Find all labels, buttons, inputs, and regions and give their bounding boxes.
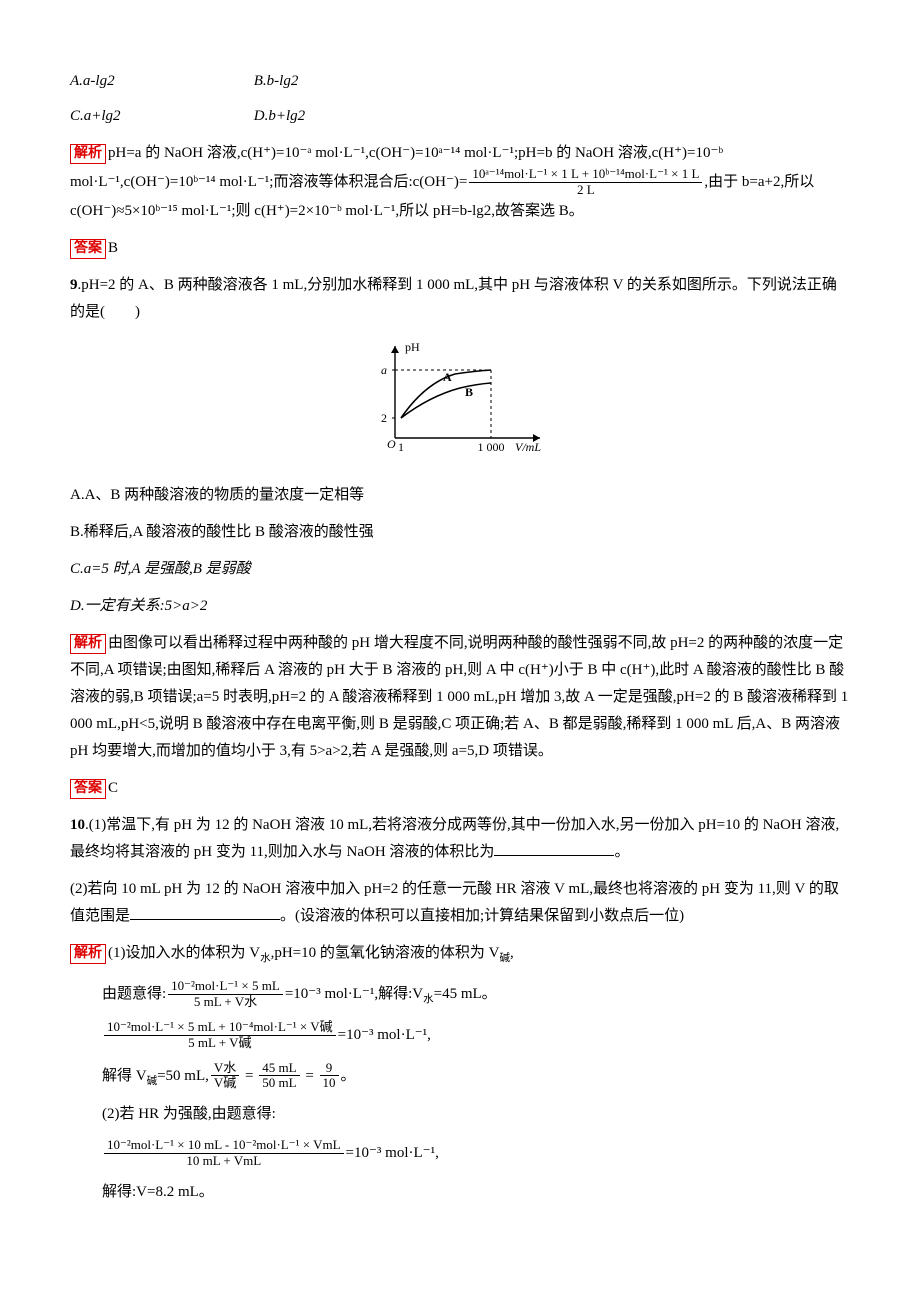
- q9-optB: B.稀释后,A 酸溶液的酸性比 B 酸溶液的酸性强: [70, 519, 850, 546]
- jiexi-tag: 解析: [70, 144, 106, 164]
- q9-chart-svg: 2 a 1 1 000 O pH V/mL A B: [365, 338, 555, 458]
- q8-optC: C.a+lg2: [70, 103, 250, 130]
- xtick-1000: 1 000: [478, 440, 505, 454]
- q9-answer-value: C: [108, 780, 118, 796]
- q8-options-row1: A.a-lg2 B.b-lg2: [70, 68, 850, 95]
- q8-optA: A.a-lg2: [70, 68, 250, 95]
- q8-answer-value: B: [108, 240, 118, 256]
- origin-label: O: [387, 437, 396, 451]
- q10-frac3c: 910: [320, 1061, 339, 1092]
- q10-analysis-intro: 解析(1)设加入水的体积为 V水,pH=10 的氢氧化钠溶液的体积为 V碱,: [70, 940, 850, 969]
- q9-optA: A.A、B 两种酸溶液的物质的量浓度一定相等: [70, 482, 850, 509]
- q10-line6: 解得:V=8.2 mL。: [102, 1179, 850, 1206]
- curve-B-label: B: [465, 385, 473, 399]
- q10-part1-text: .(1)常温下,有 pH 为 12 的 NaOH 溶液 10 mL,若将溶液分成…: [70, 817, 839, 860]
- q10-frac5: 10⁻²mol·L⁻¹ × 10 mL - 10⁻²mol·L⁻¹ × VmL1…: [104, 1138, 344, 1169]
- q9-stem: 9.pH=2 的 A、B 两种酸溶液各 1 mL,分别加水稀释到 1 000 m…: [70, 272, 850, 326]
- q8-analysis: 解析pH=a 的 NaOH 溶液,c(H⁺)=10⁻ᵃ mol·L⁻¹,c(OH…: [70, 140, 850, 225]
- q10-blank2: [130, 904, 280, 920]
- q9-answer: 答案C: [70, 775, 850, 802]
- q10-number: 10: [70, 817, 85, 833]
- q9-number: 9: [70, 277, 78, 293]
- q10-line2: 10⁻²mol·L⁻¹ × 5 mL + 10⁻⁴mol·L⁻¹ × V碱5 m…: [102, 1020, 850, 1051]
- q8-answer: 答案B: [70, 235, 850, 262]
- q10-frac3a: V水V碱: [211, 1061, 239, 1092]
- curve-A-label: A: [443, 370, 452, 384]
- daan-tag: 答案: [70, 779, 106, 799]
- q10-line3: 解得 V碱=50 mL,V水V碱 = 45 mL50 mL = 910。: [102, 1061, 850, 1092]
- q10-frac3b: 45 mL50 mL: [259, 1061, 299, 1092]
- daan-tag: 答案: [70, 239, 106, 259]
- q10-line1: 由题意得:10⁻²mol·L⁻¹ × 5 mL5 mL + V水=10⁻³ mo…: [102, 979, 850, 1010]
- y-axis-label: pH: [405, 340, 420, 354]
- q9-analysis-text: 由图像可以看出稀释过程中两种酸的 pH 增大程度不同,说明两种酸的酸性强弱不同,…: [70, 635, 848, 759]
- q9-optC: C.a=5 时,A 是强酸,B 是弱酸: [70, 556, 850, 583]
- q9-analysis: 解析由图像可以看出稀释过程中两种酸的 pH 增大程度不同,说明两种酸的酸性强弱不…: [70, 630, 850, 765]
- q9-optD: D.一定有关系:5>a>2: [70, 593, 850, 620]
- q8-optB: B.b-lg2: [254, 68, 434, 95]
- ytick-2: 2: [381, 411, 387, 425]
- q8-options-row2: C.a+lg2 D.b+lg2: [70, 103, 850, 130]
- jiexi-tag: 解析: [70, 944, 106, 964]
- jiexi-tag: 解析: [70, 634, 106, 654]
- q9-figure: 2 a 1 1 000 O pH V/mL A B: [70, 338, 850, 468]
- q8-fraction: 10ᵃ⁻¹⁴mol·L⁻¹ × 1 L + 10ᵇ⁻¹⁴mol·L⁻¹ × 1 …: [469, 167, 702, 198]
- q10-part2: (2)若向 10 mL pH 为 12 的 NaOH 溶液中加入 pH=2 的任…: [70, 876, 850, 930]
- q10-part1: 10.(1)常温下,有 pH 为 12 的 NaOH 溶液 10 mL,若将溶液…: [70, 812, 850, 866]
- q9-stem-text: .pH=2 的 A、B 两种酸溶液各 1 mL,分别加水稀释到 1 000 mL…: [70, 277, 837, 320]
- q8-optD: D.b+lg2: [254, 103, 434, 130]
- q10-frac2: 10⁻²mol·L⁻¹ × 5 mL + 10⁻⁴mol·L⁻¹ × V碱5 m…: [104, 1020, 336, 1051]
- q10-line4: (2)若 HR 为强酸,由题意得:: [102, 1101, 850, 1128]
- q10-line5: 10⁻²mol·L⁻¹ × 10 mL - 10⁻²mol·L⁻¹ × VmL1…: [102, 1138, 850, 1169]
- xtick-1: 1: [398, 440, 404, 454]
- q10-blank1: [494, 840, 614, 856]
- x-axis-label: V/mL: [515, 440, 541, 454]
- ytick-a: a: [381, 363, 387, 377]
- q10-frac1: 10⁻²mol·L⁻¹ × 5 mL5 mL + V水: [168, 979, 283, 1010]
